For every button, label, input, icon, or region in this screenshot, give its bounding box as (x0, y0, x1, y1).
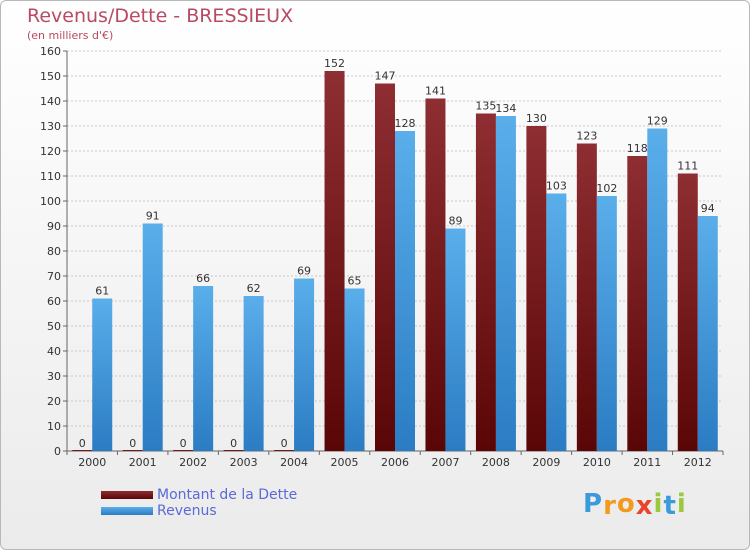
bar-debt (425, 98, 446, 451)
data-label-revenue: 103 (546, 180, 567, 193)
bar-revenue (647, 128, 668, 451)
legend-swatch-debt (101, 491, 153, 499)
x-tick-label: 2008 (482, 456, 510, 469)
data-label-revenue: 62 (247, 282, 261, 295)
y-tick-label: 140 (40, 95, 61, 108)
y-tick-label: 130 (40, 120, 61, 133)
logo-letter: r (603, 491, 617, 521)
bar-debt (677, 173, 698, 451)
bar-debt (375, 83, 395, 451)
bar-debt (72, 450, 93, 451)
data-label-revenue: 69 (297, 265, 311, 278)
logo-letter: t (663, 491, 677, 521)
data-label-debt: 111 (677, 160, 698, 173)
bar-revenue (344, 288, 365, 451)
bar-debt (526, 126, 547, 451)
data-label-debt: 141 (425, 85, 446, 98)
data-label-debt: 0 (180, 437, 187, 450)
bar-debt (223, 450, 244, 451)
data-label-debt: 147 (375, 70, 396, 83)
chart-subtitle: (en milliers d'€) (27, 29, 114, 42)
legend-label-debt: Montant de la Dette (157, 487, 298, 503)
x-tick-label: 2000 (78, 456, 106, 469)
bar-revenue (596, 196, 617, 451)
bar-debt (274, 450, 295, 451)
x-tick-label: 2006 (381, 456, 409, 469)
y-tick-label: 60 (47, 295, 61, 308)
y-tick-label: 120 (40, 145, 61, 158)
data-label-revenue: 89 (448, 215, 462, 228)
data-label-revenue: 65 (348, 275, 362, 288)
data-label-debt: 0 (79, 437, 86, 450)
data-label-debt: 135 (475, 100, 496, 113)
logo-letter: o (616, 489, 636, 519)
bar-debt (576, 143, 597, 451)
data-label-debt: 0 (281, 437, 288, 450)
y-tick-label: 110 (40, 170, 61, 183)
bar-debt (324, 71, 345, 451)
bar-debt (627, 156, 648, 451)
proxiti-logo: Proxiti (583, 489, 687, 521)
y-tick-label: 10 (47, 420, 61, 433)
bar-debt (173, 450, 194, 451)
data-label-revenue: 61 (95, 285, 109, 298)
data-label-debt: 118 (627, 142, 648, 155)
logo-letter: x (635, 491, 654, 521)
data-label-debt: 123 (576, 130, 597, 143)
data-label-debt: 0 (230, 437, 237, 450)
legend-label-revenue: Revenus (157, 503, 217, 519)
data-label-revenue: 91 (146, 210, 160, 223)
y-tick-label: 160 (40, 45, 61, 58)
x-tick-label: 2007 (431, 456, 459, 469)
y-tick-label: 30 (47, 370, 61, 383)
logo-letter: i (676, 489, 687, 519)
data-label-revenue: 66 (196, 272, 210, 285)
y-tick-label: 20 (47, 395, 61, 408)
bar-revenue (546, 193, 567, 451)
bar-revenue (193, 286, 214, 451)
y-tick-label: 80 (47, 245, 61, 258)
x-tick-label: 2005 (331, 456, 359, 469)
data-label-revenue: 134 (495, 102, 516, 115)
x-tick-label: 2003 (230, 456, 258, 469)
x-tick-label: 2002 (179, 456, 207, 469)
x-tick-label: 2012 (684, 456, 712, 469)
x-tick-label: 2011 (633, 456, 661, 469)
x-tick-label: 2009 (532, 456, 560, 469)
data-label-debt: 0 (129, 437, 136, 450)
y-tick-label: 0 (54, 445, 61, 458)
data-label-debt: 130 (526, 112, 547, 125)
logo-letter: i (653, 489, 664, 519)
bar-debt (475, 113, 496, 451)
logo-letter: P (583, 489, 604, 519)
y-tick-label: 90 (47, 220, 61, 233)
data-label-revenue: 102 (596, 182, 617, 195)
data-label-revenue: 94 (701, 202, 715, 215)
bar-revenue (445, 228, 466, 451)
data-label-revenue: 129 (647, 115, 668, 128)
y-tick-label: 50 (47, 320, 61, 333)
bar-revenue (142, 223, 163, 451)
bar-revenue (697, 216, 718, 451)
bar-debt (122, 450, 143, 451)
y-tick-label: 150 (40, 70, 61, 83)
y-tick-label: 70 (47, 270, 61, 283)
legend-swatch-revenue (101, 507, 153, 515)
bar-revenue (495, 116, 516, 451)
bar-revenue (294, 278, 315, 451)
data-label-revenue: 128 (395, 117, 416, 130)
bar-revenue (243, 296, 264, 451)
x-tick-label: 2001 (129, 456, 157, 469)
y-tick-label: 40 (47, 345, 61, 358)
bar-revenue (92, 298, 113, 451)
data-label-debt: 152 (324, 57, 345, 70)
x-tick-label: 2004 (280, 456, 308, 469)
bar-revenue (395, 131, 415, 451)
y-tick-label: 100 (40, 195, 61, 208)
chart-title: Revenus/Dette - BRESSIEUX (27, 5, 294, 27)
x-tick-label: 2010 (583, 456, 611, 469)
